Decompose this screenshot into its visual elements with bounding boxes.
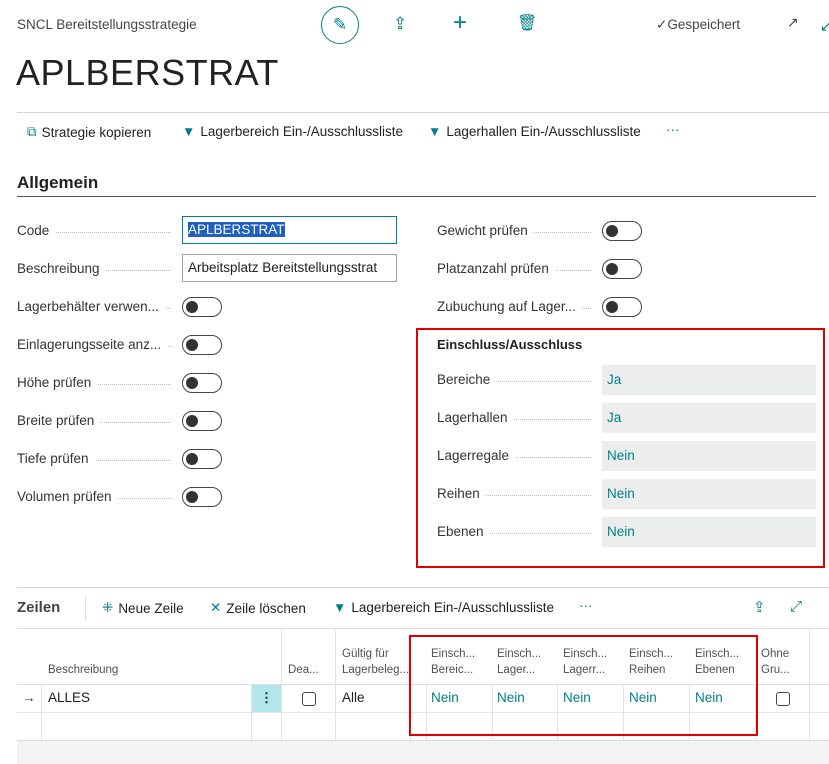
more-actions-button[interactable]: ···	[666, 122, 680, 137]
gewicht-toggle[interactable]	[602, 221, 642, 241]
field-label: Zubuchung auf Lager...	[437, 299, 597, 314]
field-label: Lagerbehälter verwen...	[17, 299, 177, 314]
field-label: Höhe prüfen	[17, 375, 177, 390]
divider	[17, 587, 829, 588]
code-input[interactable]: APLBERSTRAT	[182, 216, 397, 244]
field-label: Reihen	[437, 486, 597, 501]
field-label: Breite prüfen	[17, 413, 177, 428]
einlagerungsseite-toggle[interactable]	[182, 335, 222, 355]
check-icon: ✓	[656, 17, 668, 32]
table-footer	[17, 740, 829, 764]
copy-strategy-button[interactable]: ⧉ Strategie kopieren	[27, 124, 152, 140]
trash-icon[interactable]: 🗑	[517, 15, 538, 32]
field-label: Lagerregale	[437, 448, 597, 463]
current-row-arrow-icon: →	[22, 690, 36, 705]
field-label: Platzanzahl prüfen	[437, 261, 597, 276]
volumen-toggle[interactable]	[182, 487, 222, 507]
cell-beschreibung[interactable]: ALLES	[48, 690, 91, 705]
ebenen-value: Nein	[602, 517, 816, 547]
page-title: APLBERSTRAT	[16, 52, 279, 93]
hall-inclusion-list-button[interactable]: ▼ Lagerhallen Ein-/Ausschlussliste	[428, 124, 641, 139]
column-header-gueltig[interactable]: Gültig für Lagerbeleg...	[342, 648, 410, 676]
column-header-einsch-ebenen[interactable]: Einsch... Ebenen	[695, 648, 740, 676]
field-label: Volumen prüfen	[17, 489, 177, 504]
row-divider	[17, 684, 829, 685]
field-label: Bereiche	[437, 372, 597, 387]
row-menu-button[interactable]: ⋮	[252, 685, 281, 712]
cell-einsch-bereiche[interactable]: Nein	[431, 690, 459, 705]
tiefe-toggle[interactable]	[182, 449, 222, 469]
lagerhallen-value: Ja	[602, 403, 816, 433]
lines-area-list-button[interactable]: ▼ Lagerbereich Ein-/Ausschlussliste	[333, 600, 554, 615]
share-icon[interactable]: ⇪	[753, 599, 766, 616]
bereiche-value: Ja	[602, 365, 816, 395]
lagerregale-value: Nein	[602, 441, 816, 471]
column-header-einsch-lagerregale[interactable]: Einsch... Lagerr...	[563, 648, 608, 676]
divider	[85, 597, 86, 621]
filter-edit-icon: ▼	[182, 124, 196, 139]
delete-line-icon: ✕	[210, 600, 222, 615]
pencil-icon: ✎	[332, 15, 348, 34]
zubuchung-toggle[interactable]	[602, 297, 642, 317]
open-new-window-icon[interactable]: ↗	[787, 14, 799, 30]
copy-icon: ⧉	[27, 124, 37, 139]
share-icon[interactable]: ⇪	[393, 14, 408, 33]
cell-einsch-lagerhallen[interactable]: Nein	[497, 690, 525, 705]
column-header-ohne[interactable]: Ohne Gru...	[761, 648, 790, 676]
cell-einsch-reihen[interactable]: Nein	[629, 690, 657, 705]
new-line-button[interactable]: ⁜ Neue Zeile	[102, 600, 184, 616]
saved-status: Gespeichert	[667, 17, 741, 32]
edit-button[interactable]: ✎	[321, 6, 359, 44]
field-label: Einlagerungsseite anz...	[17, 337, 177, 352]
field-label: Lagerhallen	[437, 410, 597, 425]
breite-toggle[interactable]	[182, 411, 222, 431]
collapse-icon[interactable]: ↙	[820, 18, 829, 34]
section-divider	[17, 196, 816, 197]
section-title-allgemein[interactable]: Allgemein	[17, 173, 99, 192]
plus-icon[interactable]: +	[453, 9, 468, 36]
field-label: Gewicht prüfen	[437, 223, 597, 238]
lines-more-button[interactable]: ···	[579, 598, 593, 613]
column-header-beschreibung[interactable]: Beschreibung	[48, 664, 119, 676]
column-header-dea[interactable]: Dea...	[288, 664, 319, 676]
column-header-einsch-bereiche[interactable]: Einsch... Bereic...	[431, 648, 476, 676]
table-top	[17, 628, 829, 629]
field-label: Ebenen	[437, 524, 597, 539]
area-inclusion-list-button[interactable]: ▼ Lagerbereich Ein-/Ausschlussliste	[182, 124, 403, 139]
beschreibung-input[interactable]: Arbeitsplatz Bereitstellungsstrat	[182, 254, 397, 282]
reihen-value: Nein	[602, 479, 816, 509]
highlight-box	[416, 328, 825, 568]
filter-edit-icon: ▼	[333, 600, 347, 615]
expand-icon[interactable]: ⤢	[790, 598, 803, 615]
field-label-code: Code	[17, 223, 177, 238]
field-label: Tiefe prüfen	[17, 451, 177, 466]
cell-gueltig[interactable]: Alle	[342, 690, 365, 705]
ohne-checkbox[interactable]	[776, 692, 790, 706]
filter-edit-icon: ▼	[428, 124, 442, 139]
lines-title[interactable]: Zeilen	[17, 599, 61, 616]
new-line-icon: ⁜	[102, 600, 114, 615]
lagerbehaelter-toggle[interactable]	[182, 297, 222, 317]
breadcrumb: SNCL Bereitstellungsstrategie	[17, 17, 197, 32]
highlight-box	[409, 635, 758, 736]
platzanzahl-toggle[interactable]	[602, 259, 642, 279]
divider	[17, 112, 829, 113]
cell-einsch-ebenen[interactable]: Nein	[695, 690, 723, 705]
delete-line-button[interactable]: ✕ Zeile löschen	[210, 600, 306, 616]
row-divider	[17, 712, 829, 713]
group-title: Einschluss/Ausschluss	[437, 337, 583, 352]
hoehe-toggle[interactable]	[182, 373, 222, 393]
dea-checkbox[interactable]	[302, 692, 316, 706]
column-header-einsch-lagerhallen[interactable]: Einsch... Lager...	[497, 648, 542, 676]
cell-einsch-lagerregale[interactable]: Nein	[563, 690, 591, 705]
column-header-einsch-reihen[interactable]: Einsch... Reihen	[629, 648, 674, 676]
field-label-beschreibung: Beschreibung	[17, 261, 177, 276]
